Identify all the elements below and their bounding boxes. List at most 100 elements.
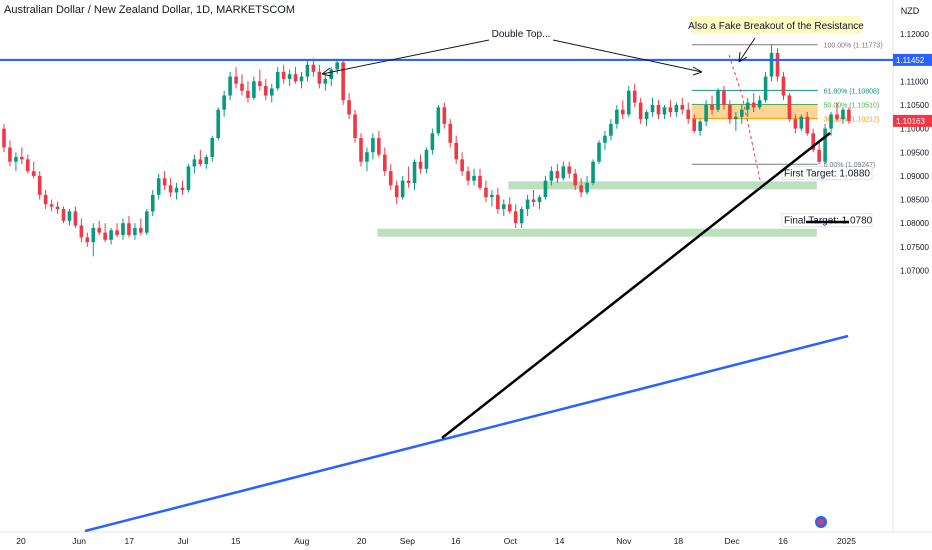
fib-label: 100.00% (1.11773) [824, 43, 883, 50]
candle-body [579, 185, 583, 193]
x-tick-label: Jun [72, 536, 86, 546]
fib-label: 0.00% (1.09247) [824, 162, 876, 169]
candle-body [26, 159, 30, 172]
candle-body [145, 211, 149, 233]
candle-body [490, 194, 494, 198]
candle-body [496, 194, 500, 210]
candle-body [638, 102, 643, 120]
double-top-arrowhead-left [321, 67, 332, 77]
candle-body [597, 142, 601, 162]
candle-body [275, 71, 280, 89]
candle-body [763, 76, 768, 101]
fake-breakout-arrowhead [738, 51, 748, 63]
candle-body [632, 90, 637, 103]
candle-body [8, 147, 12, 162]
candle-body [478, 175, 482, 188]
candle-body [507, 204, 512, 212]
candle-body [418, 161, 423, 169]
resistance-price-tag [893, 53, 932, 66]
candle-body [722, 90, 726, 105]
candle-body [662, 107, 667, 115]
candle-body [734, 116, 738, 120]
candle-body [73, 211, 78, 226]
candle-body [49, 204, 54, 207]
candle-body [341, 62, 345, 101]
candle-body [97, 227, 101, 233]
x-tick-label: 20 [357, 536, 367, 546]
fake-breakout-arrow [738, 37, 756, 63]
candle-body [698, 121, 702, 131]
x-tick-label: 15 [231, 536, 241, 546]
candle-body [222, 95, 226, 110]
candle-body [293, 74, 298, 82]
candle-body [269, 88, 274, 96]
black-trendline [441, 132, 831, 439]
candle-body [85, 237, 90, 243]
candle-body [103, 232, 107, 240]
candle-body [394, 185, 399, 198]
candle-body [692, 119, 696, 131]
x-tick-label: 16 [778, 536, 788, 546]
candle-body [43, 194, 48, 205]
candle-body [555, 171, 560, 179]
x-tick-label: Aug [294, 536, 309, 546]
candle-body [406, 180, 411, 183]
candle-body [585, 182, 589, 193]
x-tick-label: Oct [504, 536, 518, 546]
candle-body [626, 90, 631, 115]
candle-body [615, 109, 619, 124]
candle-body [359, 138, 363, 162]
candle-body [371, 138, 375, 153]
candle-body [573, 173, 577, 186]
candle-body [656, 104, 661, 115]
candle-body [168, 185, 173, 193]
candle-body [180, 187, 185, 191]
candle-body [757, 100, 762, 108]
candle-body [519, 209, 524, 224]
candle-body [436, 107, 441, 134]
candle-body [716, 90, 720, 110]
x-tick-label: 16 [451, 536, 461, 546]
y-tick-label: 1.09000 [900, 172, 929, 181]
candle-body [383, 154, 387, 172]
y-tick-label: 1.10500 [900, 101, 929, 110]
candle-body [775, 52, 780, 77]
candle-body [311, 64, 316, 72]
candle-body [2, 128, 6, 148]
candle-body [412, 161, 417, 183]
candle-body [299, 76, 304, 82]
candle-body [430, 133, 435, 150]
candle-body [621, 109, 625, 115]
candle-body [216, 109, 220, 139]
y-tick-label: 1.11000 [900, 77, 929, 86]
candle-body [817, 149, 821, 162]
x-tick-label: 18 [674, 536, 684, 546]
candle-body [234, 76, 238, 84]
candle-body [472, 175, 476, 181]
target-zone [508, 181, 817, 190]
candle-body [424, 149, 429, 169]
candle-body [609, 123, 613, 136]
x-tick-label: Jul [178, 536, 189, 546]
candle-body [811, 133, 815, 150]
candle-body [335, 62, 339, 70]
candle-body [537, 197, 542, 202]
y-tick-label: 1.12000 [900, 30, 929, 39]
candle-body [365, 152, 369, 162]
double-top-arrowhead-right [692, 66, 703, 76]
fib-label: 50.00% (1.10510) [824, 102, 880, 109]
candle-body [400, 180, 405, 198]
candle-body [502, 204, 506, 210]
fib-label: 38.20% (1.10212) [824, 117, 880, 124]
candle-body [20, 156, 24, 160]
candle-body [704, 104, 708, 122]
candle-body [109, 230, 113, 240]
candle-body [841, 109, 845, 120]
blue-trendline [84, 334, 849, 533]
candle-body [31, 171, 36, 176]
candle-body [668, 107, 673, 113]
candle-body [769, 52, 774, 77]
candle-body [252, 81, 256, 98]
candle-body [323, 78, 328, 84]
